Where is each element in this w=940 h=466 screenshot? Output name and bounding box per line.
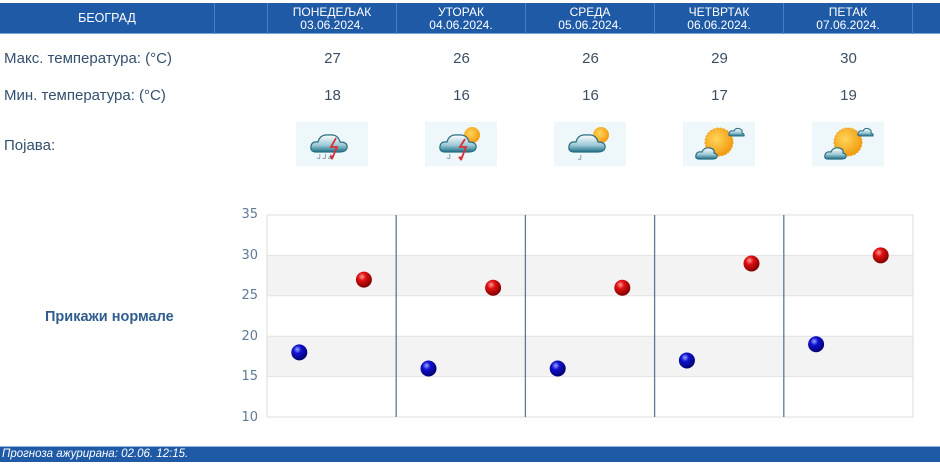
day-header-2: УТОРАК 04.06.2024. [397, 3, 526, 34]
min-temp-value: 16 [453, 87, 470, 104]
day-header-5: ПЕТАК 07.06.2024. [784, 3, 913, 34]
day-date: 05.06.2024. [558, 17, 622, 32]
sun-with-clouds-icon [812, 122, 884, 166]
phenomenon-label: Појава: [4, 137, 56, 154]
thunderstorm-rain-cloud-icon: ᒍ ᒍ ᒍ [296, 122, 368, 166]
day-name: ПОНЕДЕЉАК [292, 4, 372, 19]
day-name: УТОРАК [438, 4, 484, 19]
updated-timestamp: Прогноза ажурирана: 02.06. 12:15. [2, 448, 189, 460]
show-normals-link[interactable]: Прикажи нормале [45, 309, 174, 325]
min-temp-marker [420, 360, 437, 377]
max-temp-marker [743, 255, 760, 272]
max-temp-value: 30 [840, 50, 857, 67]
max-temp-value: 29 [711, 50, 728, 67]
max-temp-marker [485, 279, 502, 296]
max-temp-marker [355, 271, 372, 288]
max-temp-value: 26 [453, 50, 470, 67]
svg-text:ᒍ: ᒍ [447, 154, 451, 161]
y-tick: 30 [241, 248, 258, 263]
min-temp-marker [549, 360, 566, 377]
day-date: 03.06.2024. [300, 17, 364, 32]
day-date: 06.06.2024. [687, 17, 751, 32]
max-temp-marker [614, 279, 631, 296]
day-header-1: ПОНЕДЕЉАК 03.06.2024. [268, 3, 397, 34]
city-label: БЕОГРАД [78, 11, 136, 25]
min-temp-marker [808, 336, 825, 353]
max-temp-value: 27 [324, 50, 341, 67]
y-tick: 35 [241, 207, 258, 222]
partly-sunny-thunderstorm-icon: ᒍ [425, 122, 497, 166]
max-temp-value: 26 [582, 50, 599, 67]
min-temp-value: 19 [840, 87, 857, 104]
header-spacer [215, 3, 268, 34]
min-temp-value: 18 [324, 87, 341, 104]
y-tick: 20 [241, 329, 258, 344]
day-date: 04.06.2024. [429, 17, 493, 32]
svg-text:ᒍ: ᒍ [578, 155, 582, 162]
min-temp-value: 17 [711, 87, 728, 104]
day-name: ЧЕТВРТАК [688, 4, 750, 19]
forecast-updated-footer: Прогноза ажурирана: 02.06. 12:15. [0, 446, 940, 462]
day-header-3: СРЕДА 05.06.2024. [526, 3, 655, 34]
sun-with-clouds-icon [683, 122, 755, 166]
temperature-chart [266, 214, 914, 418]
day-name: ПЕТАК [828, 4, 868, 19]
min-temp-label: Мин. температура: (°C) [4, 87, 166, 104]
min-temp-marker [678, 352, 695, 369]
max-temp-label: Макс. температура: (°C) [4, 50, 172, 67]
y-tick: 15 [241, 369, 258, 384]
day-header-4: ЧЕТВРТАК 06.06.2024. [655, 3, 784, 34]
city-name: БЕОГРАД [0, 3, 215, 34]
min-temp-marker [291, 344, 308, 361]
forecast-header: БЕОГРАД ПОНЕДЕЉАК 03.06.2024. УТОРАК 04.… [0, 3, 940, 34]
max-temp-marker [872, 247, 889, 264]
min-temp-value: 16 [582, 87, 599, 104]
partly-sunny-light-rain-icon: ᒍ [554, 122, 626, 166]
y-tick: 25 [241, 288, 258, 303]
day-name: СРЕДА [569, 4, 611, 19]
svg-text:ᒍ ᒍ ᒍ: ᒍ ᒍ ᒍ [317, 154, 332, 161]
day-date: 07.06.2024. [816, 17, 880, 32]
y-tick: 10 [241, 410, 258, 425]
